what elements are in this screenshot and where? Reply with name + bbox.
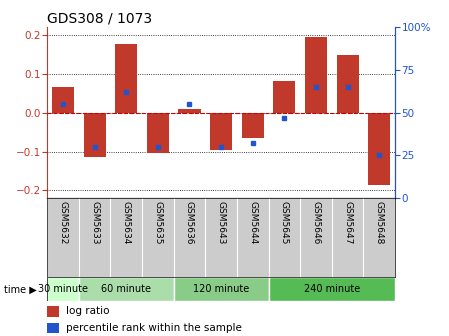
Text: GSM5636: GSM5636: [185, 201, 194, 244]
Text: GSM5632: GSM5632: [58, 201, 67, 244]
Bar: [79, 277, 174, 301]
Text: GDS308 / 1073: GDS308 / 1073: [47, 12, 152, 26]
Bar: [242, 113, 264, 138]
Text: percentile rank within the sample: percentile rank within the sample: [66, 323, 242, 333]
Bar: [368, 113, 390, 184]
Text: GSM5633: GSM5633: [90, 201, 99, 244]
Bar: [305, 37, 327, 113]
Bar: [47, 306, 59, 317]
Text: 120 minute: 120 minute: [193, 284, 249, 294]
Text: GSM5643: GSM5643: [216, 201, 226, 244]
Text: GSM5644: GSM5644: [248, 201, 257, 244]
Bar: [273, 81, 295, 113]
Bar: [178, 109, 201, 113]
Bar: [147, 113, 169, 154]
Bar: [269, 277, 395, 301]
Bar: [47, 323, 59, 333]
Text: GSM5646: GSM5646: [312, 201, 321, 244]
Bar: [174, 277, 269, 301]
Text: 60 minute: 60 minute: [101, 284, 151, 294]
Bar: [210, 113, 232, 150]
Text: GSM5647: GSM5647: [343, 201, 352, 244]
Bar: [115, 44, 137, 113]
Text: time ▶: time ▶: [4, 285, 37, 295]
Text: GSM5635: GSM5635: [154, 201, 163, 244]
Text: GSM5645: GSM5645: [280, 201, 289, 244]
Bar: [84, 113, 106, 157]
Text: log ratio: log ratio: [66, 306, 110, 317]
Bar: [47, 277, 79, 301]
Text: GSM5634: GSM5634: [122, 201, 131, 244]
Bar: [337, 55, 359, 113]
Text: 240 minute: 240 minute: [304, 284, 360, 294]
Text: 30 minute: 30 minute: [38, 284, 88, 294]
Text: GSM5648: GSM5648: [375, 201, 384, 244]
Bar: [52, 87, 74, 113]
